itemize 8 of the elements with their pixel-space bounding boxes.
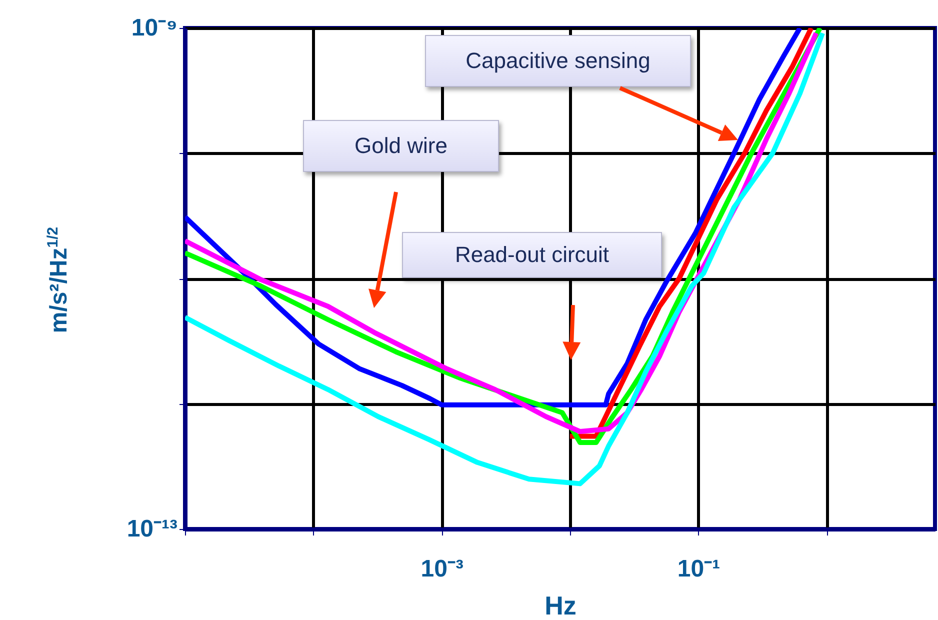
y-tick-label: 10⁻¹³ — [126, 516, 178, 542]
callout: Gold wire — [303, 120, 499, 172]
y-tick-label: 10⁻⁹ — [131, 14, 178, 42]
callout: Read-out circuit — [402, 232, 662, 278]
callout: Capacitive sensing — [425, 35, 691, 87]
x-tick-label: 10⁻¹ — [677, 556, 720, 582]
x-axis-title: Hz — [544, 590, 576, 620]
x-tick-label: 10⁻³ — [420, 556, 464, 582]
